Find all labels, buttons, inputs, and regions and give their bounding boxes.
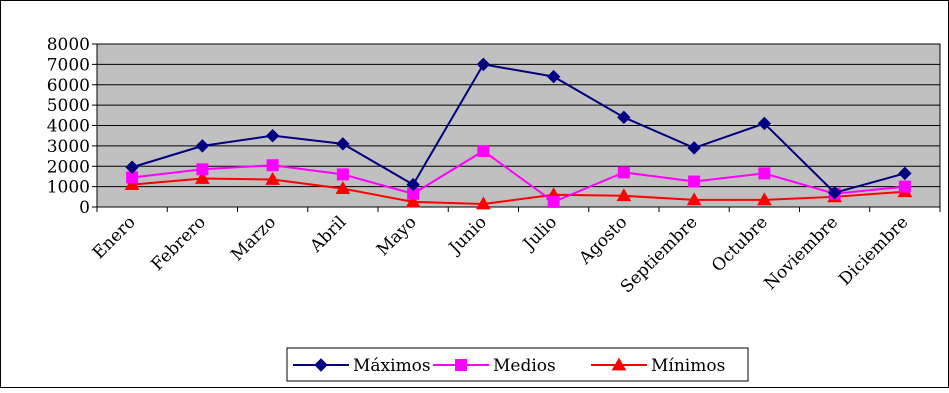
y-tick-label: 6000 xyxy=(47,76,90,96)
series-line xyxy=(132,177,905,205)
data-point xyxy=(898,166,912,181)
y-tick-label: 8000 xyxy=(47,35,90,55)
legend-item: Mínimos xyxy=(591,356,725,376)
data-point xyxy=(687,141,701,155)
legend-item: Medios xyxy=(433,356,556,376)
legend-marker xyxy=(611,357,627,371)
y-tick-label: 1000 xyxy=(47,178,90,198)
y-tick-label: 4000 xyxy=(47,117,90,137)
series-square xyxy=(126,144,911,208)
y-tick-label: 0 xyxy=(79,198,90,218)
data-point xyxy=(265,128,280,143)
legend-label: Medios xyxy=(493,356,556,376)
data-point xyxy=(124,177,140,190)
data-point xyxy=(406,177,420,192)
legend: Máximos Medios Mínimos xyxy=(286,347,749,382)
data-point xyxy=(898,180,911,193)
data-point xyxy=(125,160,139,174)
legend-box xyxy=(286,347,749,382)
data-point xyxy=(477,144,490,157)
y-tick-label: 3000 xyxy=(47,137,90,157)
data-point xyxy=(265,171,280,185)
series-layer xyxy=(124,57,913,210)
series-diamond xyxy=(125,57,912,200)
series-line xyxy=(131,63,906,194)
legend-item: Máximos xyxy=(293,356,431,376)
data-point xyxy=(336,137,350,151)
data-point xyxy=(547,195,560,208)
data-point xyxy=(688,175,701,188)
data-point xyxy=(196,163,209,176)
legend-marker xyxy=(314,358,328,372)
data-point xyxy=(476,196,491,210)
data-point xyxy=(336,168,349,181)
gridlines xyxy=(97,43,940,188)
data-point xyxy=(827,186,842,200)
data-point xyxy=(335,181,351,195)
data-point xyxy=(757,192,772,206)
data-point xyxy=(616,188,632,202)
data-point xyxy=(476,57,491,72)
data-point xyxy=(757,116,772,131)
data-point xyxy=(195,139,210,153)
data-point xyxy=(617,110,631,125)
data-point xyxy=(405,194,421,208)
series-line xyxy=(132,149,905,204)
data-point xyxy=(195,170,210,184)
y-tick-label: 5000 xyxy=(47,96,90,116)
series-triangle xyxy=(124,170,913,210)
data-point xyxy=(266,159,279,172)
y-tick-label: 7000 xyxy=(47,55,90,75)
data-point xyxy=(686,192,702,206)
legend-label: Mínimos xyxy=(651,356,725,376)
y-tick-label: 2000 xyxy=(47,157,90,177)
data-point xyxy=(546,69,561,84)
legend-marker xyxy=(455,359,467,371)
data-point xyxy=(758,167,771,180)
data-point xyxy=(617,166,630,179)
legend-label: Máximos xyxy=(353,356,431,376)
